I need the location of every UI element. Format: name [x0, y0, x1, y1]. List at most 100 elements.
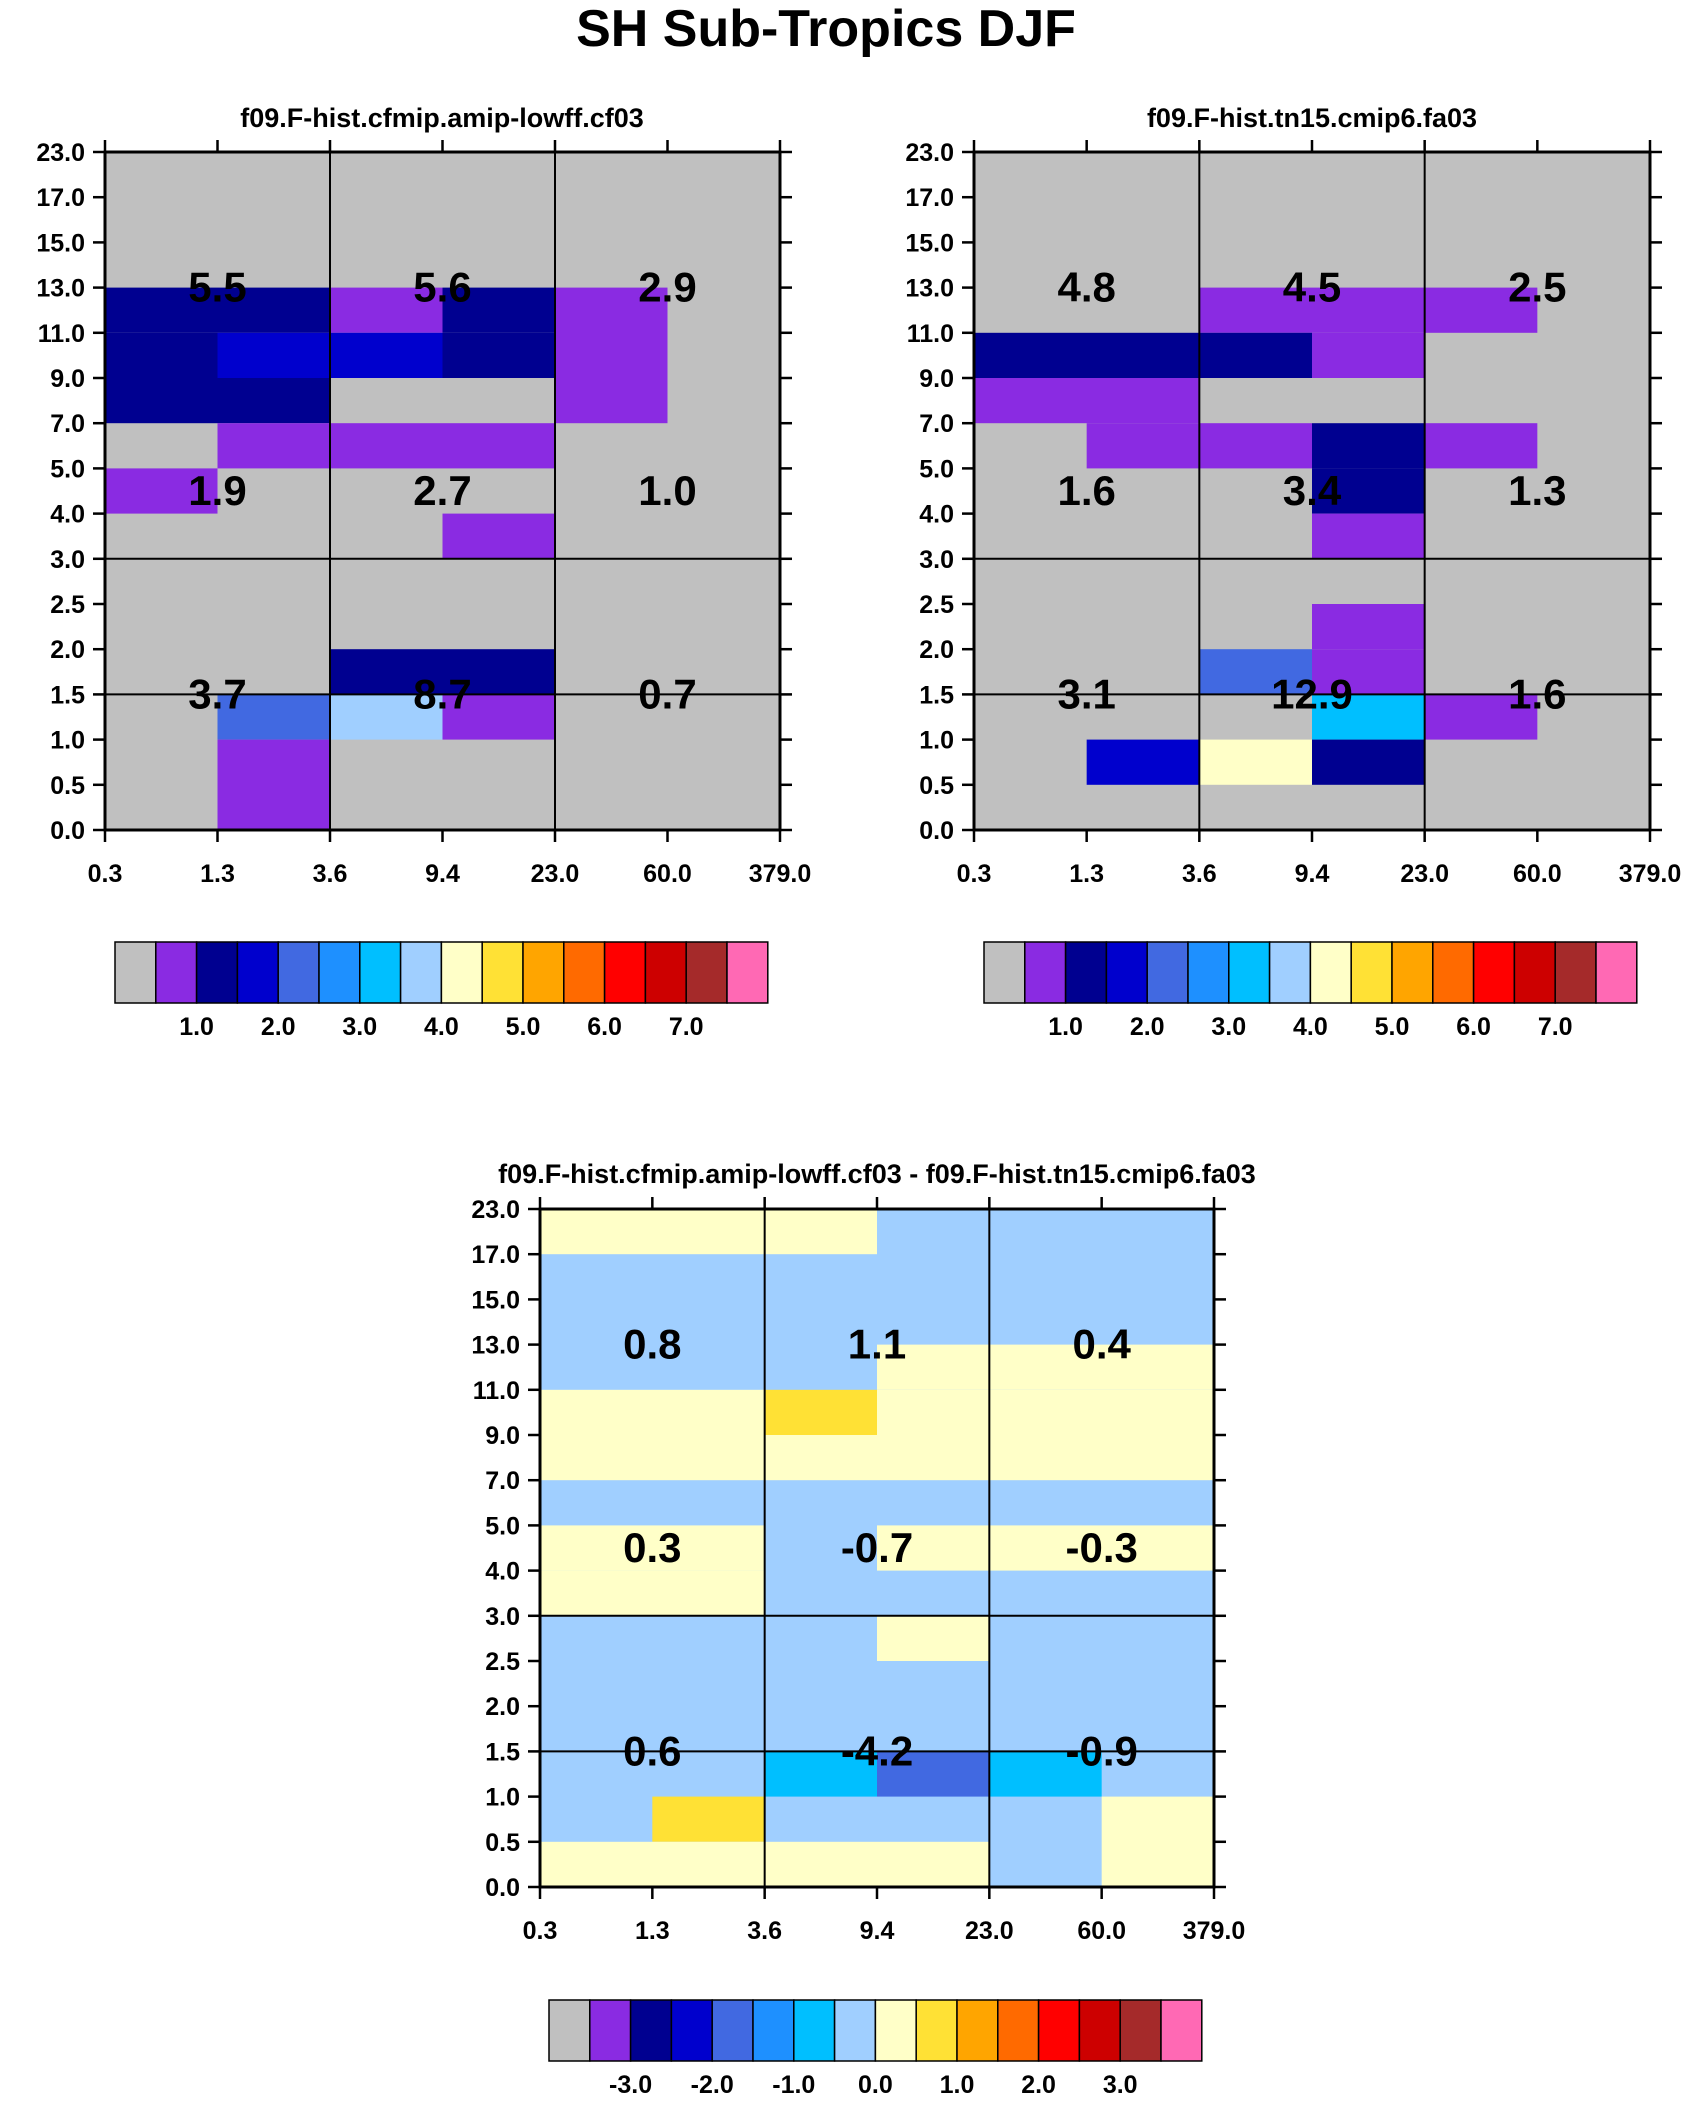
x-tick-label: 1.3: [635, 1917, 670, 1945]
colorbar-swatch: [440, 941, 483, 1004]
colorbar-swatch: [548, 1999, 591, 2062]
y-tick-label: 0.0: [485, 1874, 520, 1902]
heatmap-cell: [555, 287, 668, 424]
colorbar-label: 2.0: [1130, 1013, 1165, 1041]
heatmap-cell: [105, 287, 330, 333]
y-tick-label: 23.0: [36, 139, 85, 167]
y-tick-label: 3.0: [50, 546, 85, 574]
colorbar-label: 3.0: [1103, 2071, 1138, 2099]
colorbar-label: 6.0: [587, 1013, 622, 1041]
cell-value-label: -0.3: [1065, 1524, 1137, 1571]
x-tick-label: 3.6: [747, 1917, 782, 1945]
heatmap-cell: [1101, 1796, 1214, 1887]
colorbar-label: -2.0: [691, 2071, 734, 2099]
cell-value-label: 4.5: [1283, 264, 1341, 311]
colorbar-swatch: [1268, 941, 1312, 1004]
cell-value-label: 3.7: [188, 670, 246, 717]
heatmap-cell: [989, 1751, 1102, 1797]
colorbar-swatch: [833, 1999, 877, 2062]
y-tick-label: 2.0: [50, 636, 85, 664]
y-tick-label: 2.0: [919, 636, 954, 664]
cell-value-label: 2.5: [1508, 264, 1566, 311]
heatmap-cell: [540, 1525, 765, 1571]
colorbar-label: 7.0: [669, 1013, 704, 1041]
heatmap-cell: [974, 332, 1312, 378]
colorbar-swatch: [1432, 941, 1475, 1004]
colorbar-swatch: [603, 941, 647, 1004]
y-tick-label: 0.5: [50, 772, 85, 800]
cell-value-label: 2.9: [638, 264, 696, 311]
panel-title: f09.F-hist.cfmip.amip-lowff.cf03: [240, 103, 644, 133]
colorbar-label: 5.0: [1375, 1013, 1410, 1041]
colorbar-label: 3.0: [1211, 1013, 1246, 1041]
colorbar-swatch: [1391, 941, 1434, 1004]
y-tick-label: 1.5: [919, 681, 954, 709]
y-tick-label: 15.0: [905, 229, 954, 257]
colorbar-label: 5.0: [506, 1013, 541, 1041]
heatmap-cell: [1312, 604, 1425, 650]
colorbar-swatch: [1228, 941, 1271, 1004]
colorbar-swatch: [318, 941, 361, 1004]
y-tick-label: 0.5: [485, 1829, 520, 1857]
colorbar-swatch: [277, 941, 320, 1004]
x-tick-label: 60.0: [1077, 1917, 1126, 1945]
cell-value-label: 0.7: [638, 670, 696, 717]
heatmap-cell: [1424, 287, 1538, 333]
cell-value-label: 5.6: [413, 264, 471, 311]
colorbar-label: 6.0: [1456, 1013, 1491, 1041]
cell-value-label: 1.3: [1508, 467, 1566, 514]
heatmap-cell: [442, 332, 555, 378]
cell-value-label: 0.8: [623, 1321, 681, 1368]
cell-value-label: 3.4: [1283, 467, 1342, 514]
heatmap-cell: [105, 468, 218, 514]
colorbar-swatch: [155, 941, 198, 1004]
colorbar-label: 2.0: [1021, 2071, 1056, 2099]
colorbar-swatch: [752, 1999, 795, 2062]
y-tick-label: 1.0: [50, 727, 85, 755]
y-tick-label: 23.0: [471, 1196, 520, 1224]
colorbar-swatch: [1513, 941, 1556, 1004]
panel-difference: 0.3 1.3 3.6 9.4 23.0 60.0 379.0 0.0 0.5 1.0 1.5 2.0…: [471, 1159, 1256, 1945]
colorbar-swatch: [1595, 941, 1638, 1004]
colorbar-swatch: [1078, 1999, 1121, 2062]
cell-value-label: -0.7: [841, 1524, 913, 1571]
heatmap-cell: [330, 649, 555, 695]
heatmap-cell: [1086, 739, 1200, 785]
colorbar-swatch: [1024, 941, 1067, 1004]
x-tick-label: 9.4: [425, 860, 460, 888]
heatmap-cell: [330, 694, 443, 740]
panel-title: f09.F-hist.cfmip.amip-lowff.cf03 - f09.F…: [498, 1159, 1256, 1189]
y-tick-label: 1.0: [485, 1784, 520, 1812]
y-tick-label: 11.0: [38, 320, 85, 348]
y-tick-label: 3.0: [919, 546, 954, 574]
y-tick-label: 7.0: [919, 410, 954, 438]
x-tick-label: 3.6: [1182, 860, 1217, 888]
y-tick-label: 17.0: [471, 1241, 520, 1269]
cell-value-label: 1.6: [1508, 670, 1566, 717]
cell-value-label: 12.9: [1271, 670, 1353, 717]
colorbar-swatch: [563, 941, 606, 1004]
cell-value-label: 0.6: [623, 1727, 681, 1774]
heatmap-cell: [877, 1615, 990, 1661]
heatmap-cell: [442, 287, 555, 333]
y-tick-label: 9.0: [50, 365, 85, 393]
colorbar-swatch: [670, 1999, 713, 2062]
y-tick-label: 3.0: [485, 1603, 520, 1631]
y-tick-label: 2.0: [485, 1693, 520, 1721]
heatmap-cell: [1312, 423, 1425, 469]
colorbar-swatch: [399, 941, 443, 1004]
colorbar-swatch: [726, 941, 769, 1004]
y-tick-label: 1.0: [919, 727, 954, 755]
colorbar-amip-lowff: 1.0 2.0 3.0 4.0 5.0 6.0 7.0: [114, 941, 769, 1041]
x-tick-label: 0.3: [88, 860, 123, 888]
y-tick-label: 17.0: [36, 184, 85, 212]
y-tick-label: 4.0: [919, 501, 954, 529]
colorbar-swatch: [629, 1999, 673, 2062]
colorbar-swatch: [685, 941, 728, 1004]
x-tick-label: 9.4: [1295, 860, 1330, 888]
heatmap-cell: [877, 1344, 1214, 1390]
x-tick-label: 9.4: [860, 1917, 895, 1945]
heatmap-cell: [1199, 287, 1425, 333]
heatmap-cell: [540, 1435, 1214, 1481]
